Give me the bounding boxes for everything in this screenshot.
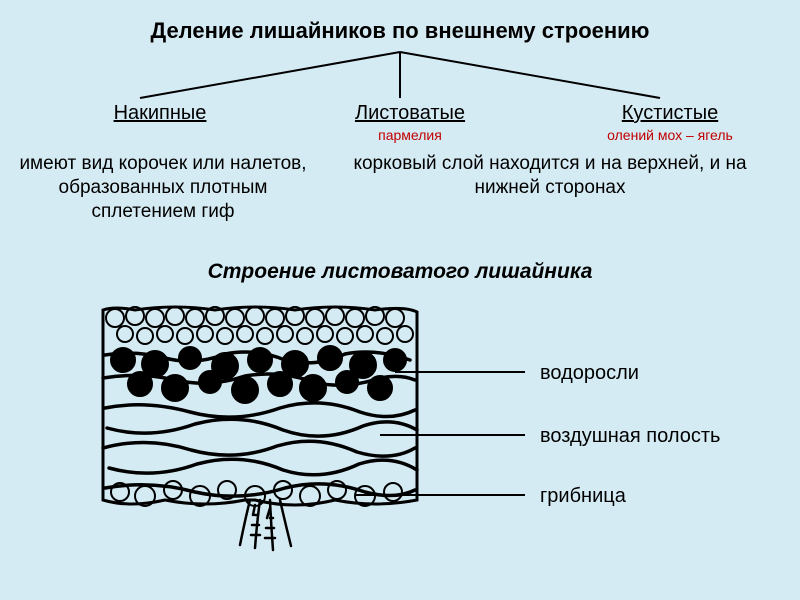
description-foliose-fruticose: корковый слой находится и на верхней, и … xyxy=(320,152,780,200)
category-crustose: Накипные xyxy=(70,102,250,127)
main-title: Деление лишайников по внешнему строению xyxy=(0,0,800,44)
category-example: пармелия xyxy=(320,127,500,143)
label-air-cavity: воздушная полость xyxy=(540,425,720,448)
category-label: Кустистые xyxy=(560,102,780,125)
category-example: олений мох – ягель xyxy=(560,127,780,143)
description-crustose: имеют вид корочек или налетов, образован… xyxy=(18,152,308,223)
cross-section-title: Строение листоватого лишайника xyxy=(0,260,800,284)
category-foliose: Листоватые пармелия xyxy=(320,102,500,143)
category-label: Листоватые xyxy=(320,102,500,125)
category-label: Накипные xyxy=(70,102,250,125)
classification-tree xyxy=(0,48,800,108)
label-algae: водоросли xyxy=(540,362,639,385)
label-mycelium: грибница xyxy=(540,485,626,508)
category-fruticose: Кустистые олений мох – ягель xyxy=(560,102,780,143)
